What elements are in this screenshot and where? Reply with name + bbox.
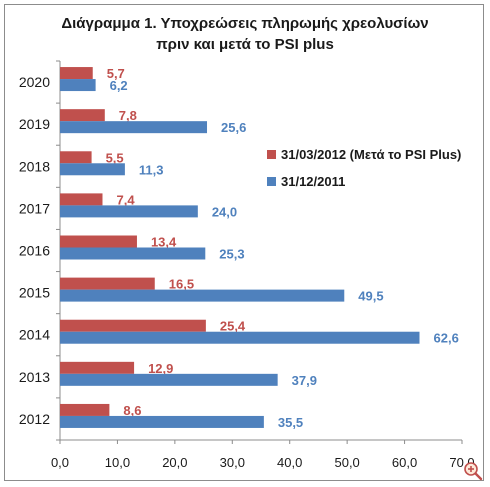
x-tick-label: 50,0	[334, 455, 359, 470]
bar	[60, 415, 264, 428]
bar-value-label: 5,5	[106, 150, 124, 165]
bar-value-label: 25,3	[219, 247, 244, 262]
bar	[60, 163, 125, 176]
bar	[60, 319, 206, 332]
bar	[60, 373, 278, 386]
y-tick-label: 2020	[19, 74, 50, 90]
magnifier-plus-icon[interactable]	[463, 461, 483, 481]
bar-value-label: 13,4	[151, 235, 177, 250]
bar	[60, 361, 135, 374]
y-tick-label: 2018	[19, 158, 50, 174]
bar-value-label: 35,5	[278, 415, 303, 430]
y-tick-label: 2012	[19, 411, 50, 427]
x-tick-label: 10,0	[105, 455, 130, 470]
bar	[60, 121, 208, 134]
bar	[60, 277, 155, 290]
bar	[60, 289, 345, 302]
bar	[60, 235, 137, 248]
legend-entry-label: 31/12/2011	[281, 174, 345, 189]
bar-value-label: 8,6	[123, 403, 141, 418]
x-tick-label: 40,0	[277, 455, 302, 470]
bar-value-label: 49,5	[358, 289, 383, 304]
x-tick-label: 20,0	[162, 455, 187, 470]
y-tick-label: 2013	[19, 369, 50, 385]
y-tick-label: 2016	[19, 243, 50, 259]
y-tick-label: 2014	[19, 327, 50, 343]
y-tick-label: 2017	[19, 200, 50, 216]
bar	[60, 331, 420, 344]
bar-value-label: 7,4	[116, 192, 135, 207]
bar-value-label: 24,0	[212, 204, 237, 219]
x-tick-label: 30,0	[220, 455, 245, 470]
bar-value-label: 6,2	[110, 78, 128, 93]
y-tick-label: 2015	[19, 285, 50, 301]
bar	[60, 67, 93, 80]
legend-swatch	[267, 177, 276, 186]
bar-value-label: 16,5	[169, 277, 194, 292]
bar-value-label: 62,6	[434, 331, 459, 346]
legend-swatch	[267, 150, 276, 159]
x-tick-label: 0,0	[51, 455, 69, 470]
bar	[60, 109, 105, 122]
bar-value-label: 25,4	[220, 319, 246, 334]
y-tick-label: 2019	[19, 116, 50, 132]
bar	[60, 247, 206, 260]
bar-value-label: 25,6	[221, 120, 246, 135]
bar	[60, 151, 92, 164]
bar-value-label: 11,3	[139, 162, 164, 177]
chart-title-line-2: πριν και μετά το PSI plus	[156, 36, 334, 53]
bar	[60, 193, 103, 206]
x-tick-label: 60,0	[392, 455, 417, 470]
chart-title-line-1: Διάγραμμα 1. Υποχρεώσεις πληρωμής χρεολυ…	[61, 15, 429, 32]
bar-value-label: 7,8	[119, 108, 137, 123]
bar-value-label: 37,9	[292, 373, 317, 388]
bar-value-label: 12,9	[148, 361, 173, 376]
bar	[60, 79, 96, 92]
bar	[60, 403, 110, 416]
chart-title: Διάγραμμα 1. Υποχρεώσεις πληρωμής χρεολυ…	[5, 13, 485, 55]
bar	[60, 205, 198, 218]
bar-value-label: 5,7	[107, 66, 125, 81]
legend-entry-label: 31/03/2012 (Μετά το PSI Plus)	[281, 147, 461, 162]
